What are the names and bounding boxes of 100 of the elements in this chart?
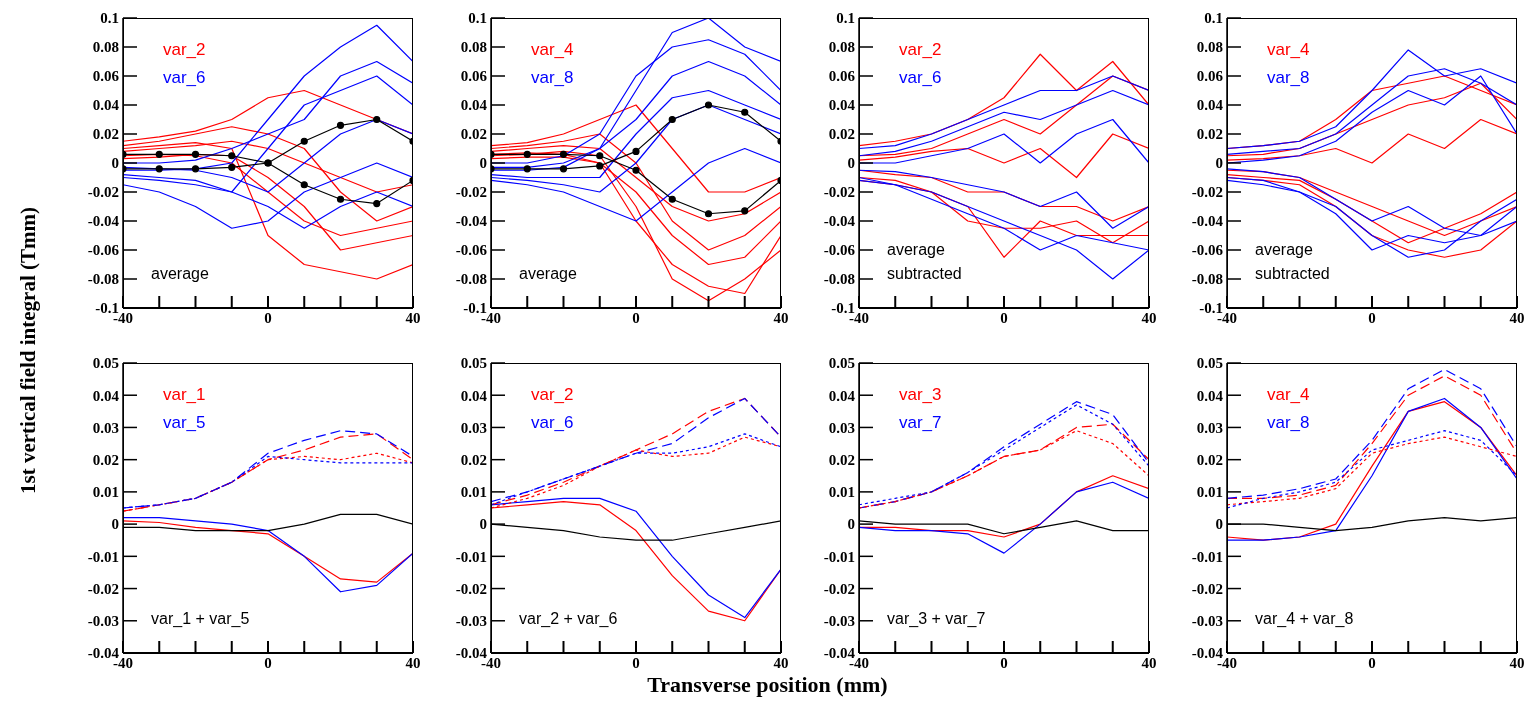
annotation: var_1 + var_5 xyxy=(151,609,251,629)
x-tick-label: 0 xyxy=(1368,654,1376,671)
annotation: average xyxy=(519,264,578,284)
y-tick-label: -0.08 xyxy=(823,271,855,288)
text: var_4 xyxy=(1267,39,1310,61)
y-tick-label: 0.08 xyxy=(1196,39,1223,56)
y-tick-label: 0.08 xyxy=(828,39,855,56)
y-tick-label: 0.04 xyxy=(460,387,488,404)
y-tick-label: -0.03 xyxy=(455,613,487,630)
x-tick-label: 0 xyxy=(632,654,640,671)
x-tick-label: 0 xyxy=(1000,654,1008,671)
y-tick-label: 0 xyxy=(479,155,487,172)
text: var_3 xyxy=(899,384,942,406)
y-tick-label: -0.04 xyxy=(1191,213,1224,230)
y-tick-label: -0.01 xyxy=(823,548,855,565)
y-tick-label: 0.06 xyxy=(1196,68,1224,85)
y-tick-label: 0.02 xyxy=(92,126,119,143)
y-tick-label: 0 xyxy=(1215,155,1223,172)
y-tick-label: -0.08 xyxy=(455,271,487,288)
x-tick-label: 0 xyxy=(632,309,640,326)
text: var_2 xyxy=(531,384,574,406)
text: var_1 xyxy=(163,384,206,406)
text: var_6 xyxy=(899,67,942,89)
y-tick-label: 0.01 xyxy=(92,484,119,501)
x-tick-label: 0 xyxy=(264,309,272,326)
y-tick-label: 0.03 xyxy=(460,419,487,436)
y-tick-label: 0.04 xyxy=(1196,97,1224,114)
y-tick-label: 0.1 xyxy=(836,10,855,27)
text: var_8 xyxy=(531,67,574,89)
y-tick-label: 0.02 xyxy=(828,126,855,143)
y-tick-label: 0.08 xyxy=(92,39,119,56)
x-axis-title: Transverse position (mm) xyxy=(646,672,889,698)
y-tick-label: 0 xyxy=(111,516,119,533)
y-tick-label: 0.05 xyxy=(460,355,487,372)
y-axis-title: 1st vertical field integral (Tmm) xyxy=(15,206,41,496)
y-tick-label: -0.02 xyxy=(823,580,855,597)
x-tick-label: 0 xyxy=(264,654,272,671)
x-tick-label: 40 xyxy=(773,654,789,671)
y-tick-label: 0.1 xyxy=(468,10,487,27)
y-tick-label: 0.03 xyxy=(828,419,855,436)
y-tick-label: 0.1 xyxy=(100,10,119,27)
y-tick-label: 0 xyxy=(1215,516,1223,533)
text: var_8 xyxy=(1267,412,1310,434)
y-tick-label: 0.04 xyxy=(828,387,856,404)
y-tick-label: 0.02 xyxy=(828,451,855,468)
x-tick-label: 40 xyxy=(1141,309,1157,326)
y-tick-label: 0.02 xyxy=(460,451,487,468)
y-tick-label: 0.01 xyxy=(1196,484,1223,501)
x-tick-label: 0 xyxy=(1000,309,1008,326)
y-tick-label: 0.04 xyxy=(92,97,120,114)
y-tick-label: 0.06 xyxy=(828,68,856,85)
x-tick-label: 0 xyxy=(1368,309,1376,326)
text: var_7 xyxy=(899,412,942,434)
text: var_6 xyxy=(163,67,206,89)
x-tick-label: 40 xyxy=(1509,309,1525,326)
y-tick-label: -0.01 xyxy=(1191,548,1223,565)
x-tick-label: 40 xyxy=(405,309,421,326)
y-tick-label: 0.01 xyxy=(828,484,855,501)
y-tick-label: 0.06 xyxy=(92,68,120,85)
y-tick-label: 0 xyxy=(111,155,119,172)
y-tick-label: -0.04 xyxy=(87,213,120,230)
y-tick-label: -0.06 xyxy=(455,242,488,259)
x-tick-label: 40 xyxy=(773,309,789,326)
text: var_4 xyxy=(1267,384,1310,406)
y-tick-label: 0 xyxy=(479,516,487,533)
y-tick-label: -0.02 xyxy=(87,580,119,597)
annotation: average subtracted xyxy=(1255,240,1331,284)
y-tick-label: 0.03 xyxy=(1196,419,1223,436)
y-tick-label: -0.01 xyxy=(87,548,119,565)
annotation: var_3 + var_7 xyxy=(887,609,987,629)
y-tick-label: -0.03 xyxy=(1191,613,1223,630)
y-tick-label: 0.05 xyxy=(92,355,119,372)
annotation: average subtracted xyxy=(887,240,963,284)
y-tick-label: -0.03 xyxy=(87,613,119,630)
x-tick-label: 40 xyxy=(1509,654,1525,671)
y-tick-label: -0.04 xyxy=(823,213,856,230)
y-tick-label: 0.02 xyxy=(92,451,119,468)
y-tick-label: 0.04 xyxy=(460,97,488,114)
y-tick-label: 0.02 xyxy=(1196,451,1223,468)
y-tick-label: -0.06 xyxy=(1191,242,1224,259)
text: var_5 xyxy=(163,412,206,434)
y-tick-label: 0.04 xyxy=(1196,387,1224,404)
text: var_2 xyxy=(899,39,942,61)
y-tick-label: 0.04 xyxy=(828,97,856,114)
y-tick-label: 0.02 xyxy=(1196,126,1223,143)
y-tick-label: -0.02 xyxy=(87,184,119,201)
y-tick-label: 0.03 xyxy=(92,419,119,436)
y-tick-label: 0.04 xyxy=(92,387,120,404)
annotation: var_4 + var_8 xyxy=(1255,609,1355,629)
y-tick-label: -0.02 xyxy=(1191,184,1223,201)
y-tick-label: 0.05 xyxy=(1196,355,1223,372)
text: var_2 xyxy=(163,39,206,61)
y-tick-label: 0 xyxy=(847,155,855,172)
annotation: average xyxy=(151,264,210,284)
y-tick-label: 0.02 xyxy=(460,126,487,143)
y-tick-label: -0.01 xyxy=(455,548,487,565)
annotation: var_2 + var_6 xyxy=(519,609,619,629)
text: var_4 xyxy=(531,39,574,61)
y-tick-label: -0.06 xyxy=(823,242,856,259)
text: var_6 xyxy=(531,412,574,434)
